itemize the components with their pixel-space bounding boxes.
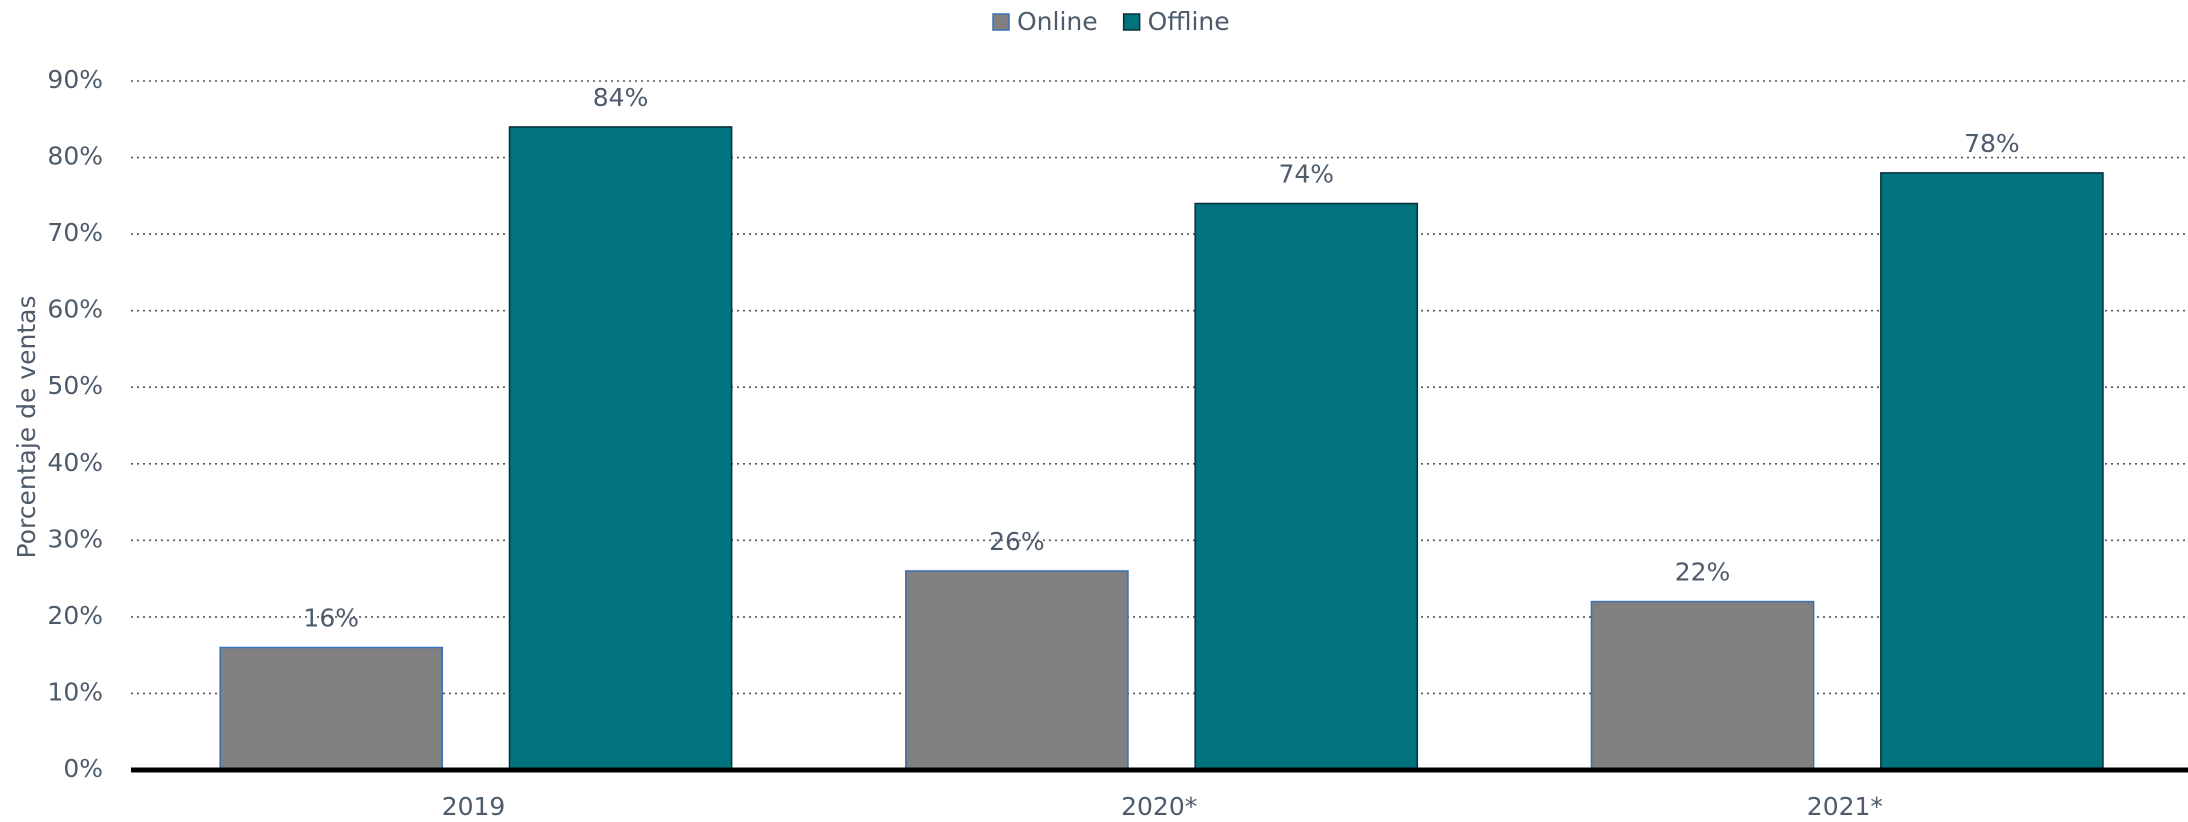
bar: [1880, 172, 2104, 771]
value-label: 26%: [989, 527, 1045, 556]
value-label: 84%: [593, 83, 649, 112]
y-tick-label: 90%: [47, 65, 103, 94]
legend-label: Offline: [1148, 7, 1230, 36]
y-axis-label: Porcentaje de ventas: [12, 296, 41, 559]
value-label: 22%: [1675, 558, 1731, 587]
y-tick-label: 0%: [63, 754, 103, 783]
y-tick-label: 20%: [47, 601, 103, 630]
y-tick-label: 30%: [47, 524, 103, 553]
bar: [508, 126, 733, 771]
x-tick-label: 2020*: [1121, 792, 1197, 821]
legend-swatch: [992, 13, 1010, 31]
y-tick-label: 50%: [47, 371, 103, 400]
bar: [1194, 202, 1419, 771]
y-tick-label: 80%: [47, 142, 103, 171]
x-tick-label: 2019: [442, 792, 506, 821]
bar: [1590, 600, 1815, 771]
legend-swatch: [1122, 13, 1141, 31]
bar: [905, 570, 1129, 771]
bar: [219, 646, 444, 771]
y-tick-label: 60%: [47, 295, 103, 324]
x-tick-label: 2021*: [1807, 792, 1883, 821]
value-label: 78%: [1964, 129, 2020, 158]
value-label: 74%: [1278, 159, 1334, 188]
value-label: 16%: [303, 604, 359, 633]
y-tick-label: 70%: [47, 218, 103, 247]
y-tick-label: 10%: [47, 677, 103, 706]
y-tick-label: 40%: [47, 448, 103, 477]
legend-label: Online: [1017, 7, 1098, 36]
